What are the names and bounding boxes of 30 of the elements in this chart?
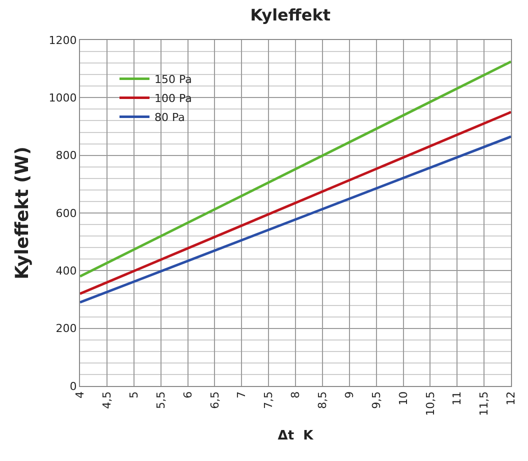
legend-label: 150 Pa xyxy=(154,73,192,86)
x-tick-label: 10,5 xyxy=(424,391,437,416)
x-tick-label: 11,5 xyxy=(478,391,491,416)
chart-title: Kyleffekt xyxy=(250,5,331,24)
x-tick-label: 7,5 xyxy=(262,391,276,409)
legend-label: 100 Pa xyxy=(154,92,192,106)
x-tick-label: 5,5 xyxy=(154,391,168,409)
legend-label: 80 Pa xyxy=(154,111,185,124)
x-tick-label: 10 xyxy=(396,391,410,406)
x-axis-title: Δt K xyxy=(278,428,314,444)
y-tick-label: 0 xyxy=(70,380,77,393)
x-tick-label: 8 xyxy=(289,391,302,398)
x-tick-label: 6,5 xyxy=(208,391,222,409)
y-axis-title: Kyleffekt (W) xyxy=(12,146,33,280)
y-tick-label: 600 xyxy=(56,206,77,220)
x-tick-label: 7 xyxy=(235,391,248,398)
y-tick-label: 1000 xyxy=(48,92,77,105)
x-tick-label: 6 xyxy=(181,391,194,398)
x-tick-label: 4 xyxy=(74,391,87,398)
x-tick-label: 8,5 xyxy=(316,391,330,409)
x-tick-label: 9,5 xyxy=(370,391,383,409)
y-tick-label: 200 xyxy=(56,322,77,336)
x-tick-label: 9 xyxy=(342,391,356,398)
x-tick-label: 11 xyxy=(450,391,464,406)
x-tick-label: 12 xyxy=(504,391,518,406)
y-tick-label: 800 xyxy=(56,149,77,162)
x-tick-label: 5 xyxy=(127,391,140,398)
y-tick-label: 400 xyxy=(56,264,77,278)
x-tick-label: 4,5 xyxy=(100,391,114,409)
y-tick-label: 1200 xyxy=(48,34,77,47)
